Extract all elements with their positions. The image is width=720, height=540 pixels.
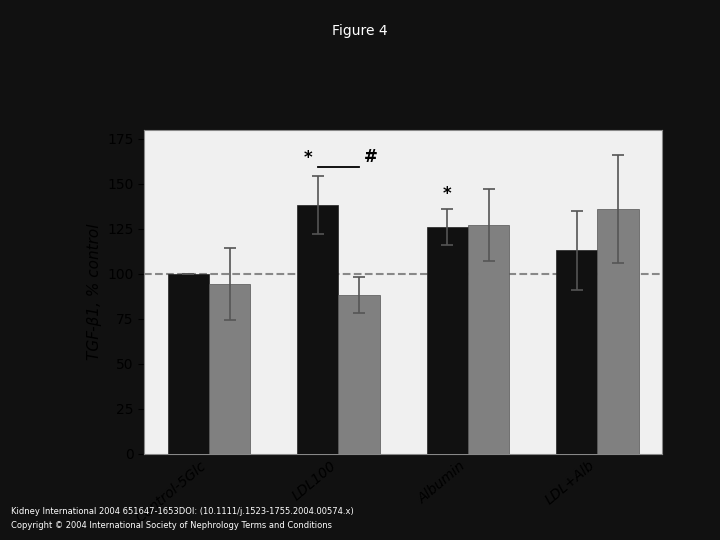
Y-axis label: TGF-β1, % control: TGF-β1, % control [86, 224, 102, 360]
Bar [468, 225, 509, 454]
Text: *: * [304, 148, 312, 166]
Text: Figure 4: Figure 4 [332, 24, 388, 38]
Bar [297, 205, 338, 454]
Text: Copyright © 2004 International Society of Nephrology Terms and Conditions: Copyright © 2004 International Society o… [11, 521, 332, 530]
Text: #: # [364, 148, 378, 166]
Text: *: * [443, 185, 451, 204]
Bar [209, 285, 251, 454]
Bar [338, 295, 380, 454]
Bar [556, 250, 598, 454]
Bar [168, 274, 209, 454]
Text: Kidney International 2004 651647-1653DOI: (10.1111/j.1523-1755.2004.00574.x): Kidney International 2004 651647-1653DOI… [11, 507, 354, 516]
Bar [426, 227, 468, 454]
Bar [598, 209, 639, 454]
